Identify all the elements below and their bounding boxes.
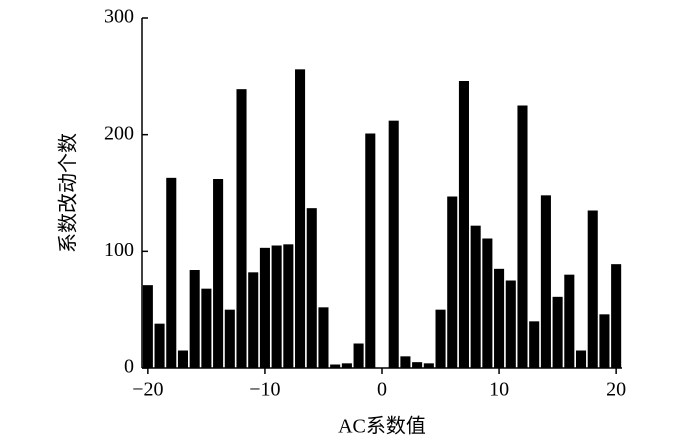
bar xyxy=(517,105,528,368)
y-axis-label: 系数改动个数 xyxy=(57,133,80,253)
bar xyxy=(154,323,165,368)
bar xyxy=(470,225,481,368)
y-tick-label: 0 xyxy=(124,356,134,378)
bar xyxy=(201,288,212,368)
bar xyxy=(353,343,364,368)
bar xyxy=(494,268,505,368)
bar xyxy=(423,363,434,368)
bar xyxy=(599,314,610,368)
bar xyxy=(505,280,516,368)
x-axis-label: AC系数值 xyxy=(338,415,426,438)
bar xyxy=(166,177,177,368)
bar xyxy=(564,274,575,368)
bar xyxy=(435,309,446,368)
bar xyxy=(552,296,563,368)
y-tick-label: 100 xyxy=(104,239,134,261)
x-tick-label: 20 xyxy=(606,379,626,401)
bar xyxy=(388,120,399,369)
bar xyxy=(365,133,376,368)
bar xyxy=(341,363,352,368)
bar xyxy=(318,307,329,368)
bar xyxy=(283,244,294,368)
bar xyxy=(447,196,458,368)
bar xyxy=(306,208,317,368)
bar xyxy=(529,321,540,368)
bar xyxy=(400,356,411,368)
x-tick-label: −10 xyxy=(249,379,280,401)
bar xyxy=(236,89,247,369)
bar xyxy=(458,81,469,368)
bar xyxy=(330,364,341,368)
x-tick-label: 10 xyxy=(489,379,509,401)
bar xyxy=(248,272,259,368)
bar xyxy=(189,270,200,368)
bar xyxy=(271,245,282,368)
bar xyxy=(142,285,153,368)
bar xyxy=(540,195,551,368)
y-tick-label: 300 xyxy=(104,6,134,28)
bar xyxy=(224,309,235,368)
y-tick-label: 200 xyxy=(104,122,134,144)
bar xyxy=(259,247,270,368)
bar xyxy=(295,69,306,368)
x-tick-label: 0 xyxy=(377,379,387,401)
bar xyxy=(575,350,587,368)
bar xyxy=(213,179,224,368)
bar xyxy=(482,238,493,368)
bar xyxy=(177,350,189,368)
bar xyxy=(412,362,423,368)
x-tick-label: −20 xyxy=(132,379,163,401)
bar xyxy=(587,210,598,368)
bar xyxy=(611,264,622,368)
